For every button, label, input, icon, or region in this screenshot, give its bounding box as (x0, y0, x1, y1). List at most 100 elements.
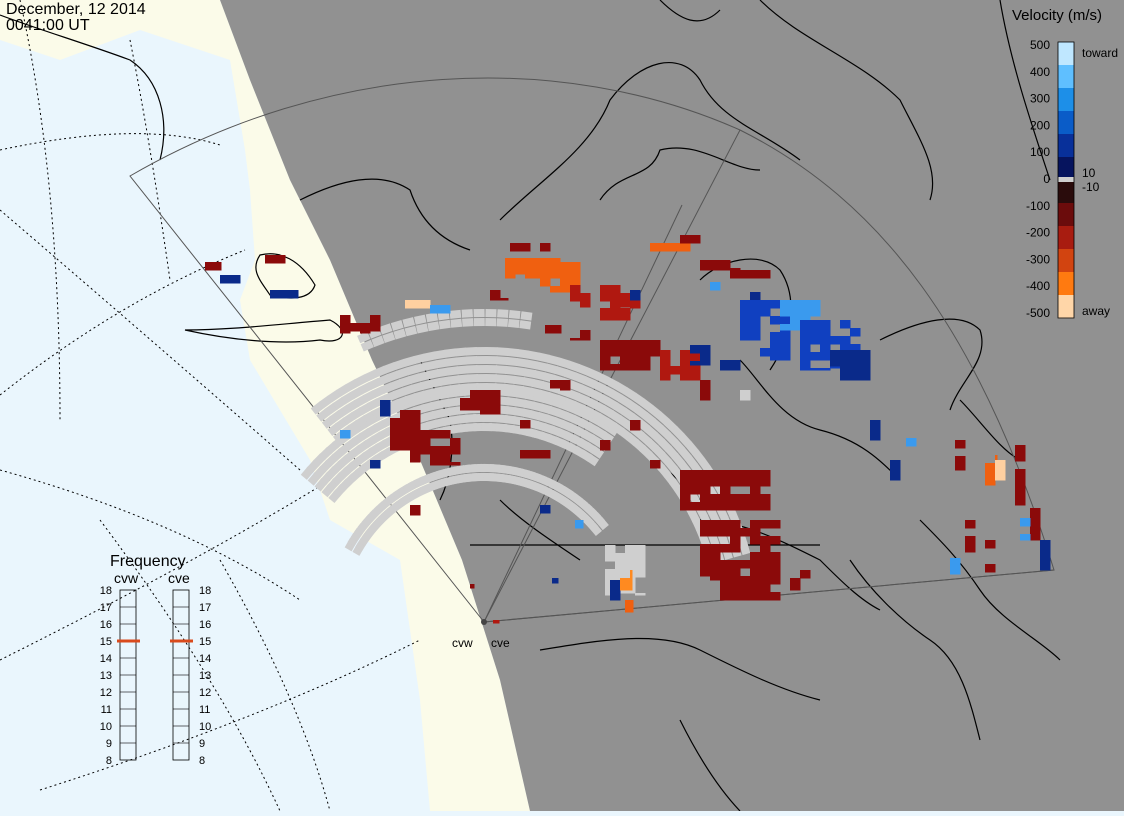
velocity-cell (790, 586, 801, 591)
colorbar-swatch (1058, 272, 1074, 296)
velocity-cell (540, 450, 551, 459)
velocity-cell (730, 270, 741, 279)
velocity-cell (860, 358, 871, 367)
velocity-cell (630, 586, 633, 591)
velocity-cell (640, 356, 651, 365)
velocity-cell (800, 368, 811, 371)
velocity-cell (750, 560, 761, 569)
velocity-cell (400, 442, 411, 451)
velocity-cell (410, 454, 421, 463)
velocity-cell (810, 336, 821, 345)
colorbar-tick-label: -300 (1026, 252, 1050, 266)
velocity-cell (740, 390, 751, 399)
velocity-cell (620, 578, 631, 587)
velocity-cell (700, 380, 711, 389)
velocity-cell (680, 374, 691, 381)
frequency-panel: Frequency cvw cve 18 1817 1716 1615 1514 1413… (100, 553, 212, 767)
velocity-cell (635, 553, 646, 562)
colorbar-zero-band (1058, 177, 1074, 182)
velocity-cell (635, 545, 646, 554)
velocity-cell (500, 298, 509, 301)
ground-scatter-cell (455, 348, 467, 357)
velocity-cell (600, 356, 611, 365)
velocity-cell (780, 308, 791, 317)
ground-scatter-cell (517, 349, 529, 358)
velocity-cell (425, 300, 431, 309)
velocity-cell (740, 592, 751, 601)
velocity-cell (730, 576, 741, 585)
velocity-cell-group (540, 505, 551, 514)
velocity-cell-group (220, 275, 241, 284)
velocity-cell (700, 268, 711, 271)
velocity-cell (620, 348, 631, 357)
velocity-cell (800, 308, 811, 317)
colorbar-swatch (1058, 42, 1074, 66)
velocity-cell (840, 374, 851, 381)
velocity-cell (680, 470, 691, 479)
velocity-cell (700, 520, 711, 529)
velocity-cell (985, 463, 996, 472)
velocity-cell (1030, 524, 1041, 533)
velocity-cell (830, 358, 841, 367)
velocity-cell (955, 456, 966, 465)
velocity-cell (1040, 540, 1051, 549)
velocity-cell (370, 460, 381, 469)
colorbar-swatches (1058, 42, 1074, 319)
velocity-cell (750, 324, 761, 333)
velocity-cell (750, 502, 761, 511)
velocity-cell (600, 440, 611, 449)
velocity-cell (800, 570, 811, 579)
ground-scatter-cell (506, 357, 518, 366)
velocity-cell (700, 486, 711, 495)
ground-scatter-cell (508, 319, 520, 328)
velocity-cell (470, 398, 481, 407)
velocity-cell (870, 436, 881, 441)
velocity-cell (770, 560, 781, 569)
velocity-cell (650, 243, 661, 252)
ground-scatter-cell (507, 348, 519, 357)
velocity-cell (800, 360, 811, 369)
frequency-level-label: 17 (100, 602, 112, 614)
velocity-cell (1015, 501, 1026, 506)
frequency-level-label: 16 (199, 619, 211, 631)
velocity-cell (630, 428, 641, 431)
frequency-level-label: 9 (106, 738, 112, 750)
velocity-cell (770, 348, 781, 357)
velocity-cell (430, 305, 441, 314)
ground-scatter-cell (486, 356, 497, 364)
velocity-cell (560, 262, 571, 271)
velocity-cell (505, 274, 516, 279)
velocity-cell-group (1040, 540, 1051, 571)
velocity-cell (420, 446, 431, 455)
velocity-cell (890, 460, 901, 469)
velocity-cell-group (1030, 508, 1041, 541)
velocity-cell (1030, 508, 1041, 517)
velocity-cell (690, 235, 701, 244)
velocity-cell (720, 260, 731, 269)
velocity-cell (520, 243, 531, 252)
velocity-cell (520, 450, 531, 459)
velocity-cell (560, 286, 571, 293)
velocity-cell (710, 282, 721, 291)
velocity-cell (730, 592, 741, 601)
velocity-cell (440, 462, 451, 466)
velocity-cell (410, 430, 421, 439)
ground-scatter-cell (456, 356, 468, 365)
velocity-cell (740, 270, 751, 279)
ground-scatter-cell (497, 309, 508, 318)
velocity-cell (525, 274, 536, 279)
velocity-cell (625, 608, 634, 613)
velocity-cell (750, 316, 761, 325)
velocity-cell (680, 243, 691, 252)
time-label: 0041:00 UT (6, 18, 90, 34)
velocity-cell (600, 285, 611, 294)
velocity-cell (750, 292, 761, 301)
colorbar-tick-label: -200 (1026, 226, 1050, 240)
frequency-level-label: 18 (199, 585, 211, 597)
velocity-cell (810, 368, 821, 371)
velocity-cell (610, 308, 621, 317)
colorbar-swatch (1058, 203, 1074, 227)
velocity-cell (570, 270, 581, 279)
velocity-cell (690, 366, 701, 375)
velocity-cell (550, 270, 561, 279)
